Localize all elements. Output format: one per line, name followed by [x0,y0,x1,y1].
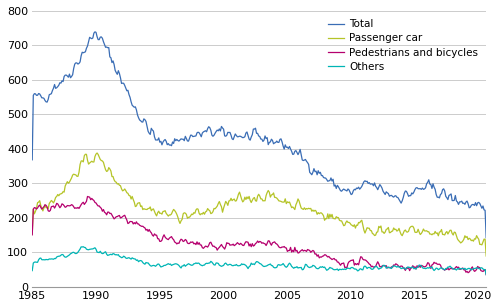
Total [358,186,364,190]
Total [84,47,89,50]
Total [277,138,283,141]
Pedestrians and bicycles [483,273,489,277]
Pedestrians and bicycles [84,195,90,198]
Pedestrians and bicycles [170,237,175,241]
Line: Total: Total [32,32,486,238]
Passenger car [94,151,100,155]
Others [170,263,175,267]
Passenger car [358,219,364,223]
Total [170,140,175,144]
Total [92,30,98,34]
Line: Pedestrians and bicycles: Pedestrians and bicycles [32,197,486,275]
Pedestrians and bicycles [58,205,64,208]
Passenger car [483,254,489,258]
Pedestrians and bicycles [277,246,283,249]
Pedestrians and bicycles [320,254,326,258]
Others [29,269,35,273]
Others [358,267,364,270]
Legend: Total, Passenger car, Pedestrians and bicycles, Others: Total, Passenger car, Pedestrians and bi… [325,16,481,75]
Passenger car [320,212,326,216]
Pedestrians and bicycles [358,255,364,259]
Pedestrians and bicycles [29,233,35,237]
Passenger car [277,199,283,203]
Others [84,248,90,251]
Total [320,174,326,177]
Others [277,263,283,267]
Line: Others: Others [32,247,486,275]
Total [483,236,489,240]
Total [58,81,64,85]
Others [320,265,326,269]
Line: Passenger car: Passenger car [32,153,486,256]
Others [80,245,86,249]
Passenger car [58,192,64,196]
Passenger car [170,209,175,213]
Others [58,253,64,257]
Others [483,273,489,277]
Passenger car [29,232,35,236]
Passenger car [84,152,89,156]
Pedestrians and bicycles [84,200,89,203]
Total [29,158,35,162]
